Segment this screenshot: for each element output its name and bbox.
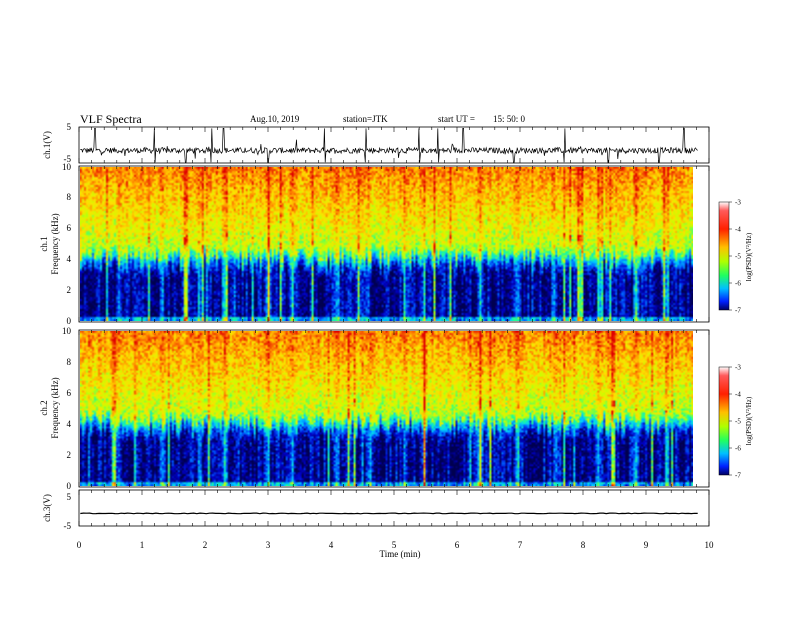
ch1-waveform-line — [80, 128, 698, 163]
ch1-spectrogram-ticks — [78, 166, 710, 322]
ch2-ytick-8: 8 — [67, 357, 72, 367]
ch2-ytick-2: 2 — [67, 450, 72, 460]
ch1-ytick-bottom: -5 — [64, 154, 72, 164]
x-tick-label: 0 — [77, 540, 82, 550]
x-tick-label: 9 — [644, 540, 649, 550]
ch1-ytick-0: 0 — [67, 316, 72, 326]
ch2-spectrogram-image — [80, 331, 693, 486]
ch3-ytick-top: 5 — [67, 492, 72, 502]
x-axis-label: Time (min) — [380, 549, 421, 559]
ch1-ytick-4: 4 — [67, 254, 72, 264]
x-tick-label: 10 — [705, 540, 715, 550]
ch1-ytick-8: 8 — [67, 192, 72, 202]
x-tick-label: 2 — [203, 540, 208, 550]
colorbar-tick-label: -7 — [735, 472, 741, 480]
ch2-ytick-10: 10 — [62, 326, 72, 336]
ch1-frequency-label: Frequency (kHz) — [50, 213, 60, 274]
colorbar-tick-label: -3 — [735, 199, 741, 207]
ch2-ytick-4: 4 — [67, 419, 72, 429]
ch1-waveform-frame — [78, 126, 710, 164]
ch3-waveform-line — [80, 512, 698, 515]
ch3-waveform-frame — [78, 489, 710, 527]
ch1-waveform-panel: 5 -5 ch.1(V) — [42, 122, 710, 164]
header-station: station=JTK — [343, 114, 388, 124]
colorbar-ch2: -3 -4 -5 -6 -7 log(PSD)(V²/Hz) — [718, 364, 753, 480]
ch3-waveform-ylabel: ch.3(V) — [42, 494, 52, 522]
ch1-waveform-ylabel: ch.1(V) — [42, 131, 52, 159]
ch2-spectrogram-yticks: 0 2 4 6 8 10 — [62, 326, 72, 491]
x-tick-label: 8 — [581, 540, 586, 550]
header-start-label: start UT = — [438, 114, 475, 124]
colorbar-tick-label: -6 — [735, 445, 741, 453]
header-date: Aug.10, 2019 — [250, 114, 300, 124]
colorbar-tick-label: -5 — [735, 253, 741, 261]
ch1-waveform-ticks — [78, 127, 710, 163]
ch2-channel-name: ch.2 — [39, 400, 49, 415]
colorbar-tick-label: -4 — [735, 391, 741, 399]
ch2-frequency-label: Frequency (kHz) — [50, 377, 60, 438]
ch3-waveform-ticks — [78, 490, 710, 526]
ch1-spectrogram-image — [80, 167, 693, 321]
colorbar-ch1: -3 -4 -5 -6 -7 log(PSD)(V²/Hz) — [718, 199, 753, 315]
x-tick-label: 5 — [392, 540, 397, 550]
x-tick-label: 4 — [329, 540, 334, 550]
colorbar-tick-label: -3 — [735, 364, 741, 372]
x-tick-label: 6 — [455, 540, 460, 550]
ch2-spectrogram-ticks — [78, 330, 710, 487]
colorbar-ch2-label: log(PSD)(V²/Hz) — [745, 396, 753, 445]
colorbar-tick-label: -6 — [735, 280, 741, 288]
colorbar-tick-label: -4 — [735, 226, 741, 234]
ch1-ytick-10: 10 — [62, 162, 72, 172]
colorbar-tick-label: -5 — [735, 418, 741, 426]
colorbar-ch1-gradient — [718, 201, 730, 311]
x-tick-label: 3 — [266, 540, 271, 550]
ch3-ytick-bottom: -5 — [64, 521, 72, 531]
ch2-ytick-6: 6 — [67, 388, 72, 398]
ch3-waveform-panel: 5 -5 ch.3(V) — [42, 489, 710, 531]
colorbar-ch1-label: log(PSD)(V²/Hz) — [745, 232, 753, 281]
header-start-time: 15: 50: 0 — [493, 114, 526, 124]
figure-title: VLF Spectra — [80, 112, 142, 126]
ch2-channel-label: ch.2Frequency (kHz) — [39, 377, 60, 438]
ch1-channel-name: ch.1 — [39, 236, 49, 251]
ch1-ytick-top: 5 — [67, 122, 72, 132]
ch1-spectrogram-panel: 0 2 4 6 8 10 ch.1Frequency (kHz) — [39, 162, 710, 326]
colorbar-ch2-gradient — [718, 366, 730, 476]
colorbar-tick-label: -7 — [735, 307, 741, 315]
ch1-channel-label: ch.1Frequency (kHz) — [39, 213, 60, 274]
ch2-spectrogram-panel: 0 2 4 6 8 10 ch.2Frequency (kHz) — [39, 326, 710, 491]
x-tick-label: 7 — [518, 540, 523, 550]
ch1-ytick-6: 6 — [67, 223, 72, 233]
ch1-ytick-2: 2 — [67, 285, 72, 295]
colorbar-ch1-ticks: -3 -4 -5 -6 -7 — [729, 199, 741, 315]
x-tick-label: 1 — [140, 540, 145, 550]
colorbar-ch2-ticks: -3 -4 -5 -6 -7 — [729, 364, 741, 480]
x-axis-tick-labels: 0 1 2 3 4 5 6 7 8 9 10 — [77, 540, 714, 550]
ch2-ytick-0: 0 — [67, 481, 72, 491]
ch1-spectrogram-yticks: 0 2 4 6 8 10 — [62, 162, 72, 326]
